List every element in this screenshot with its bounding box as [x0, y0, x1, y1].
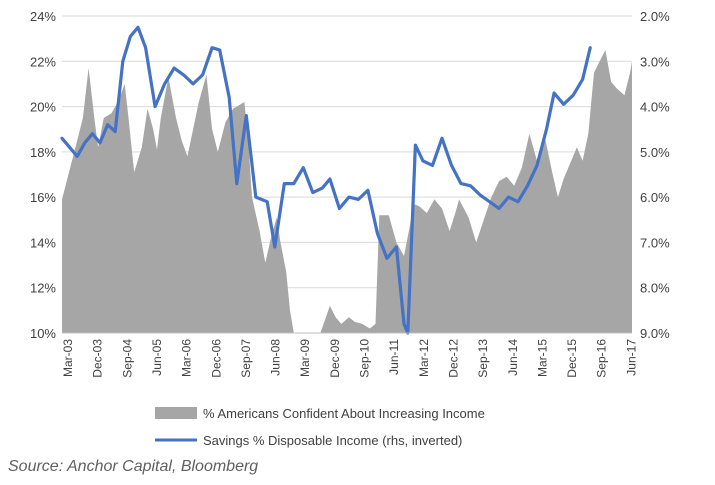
x-tick-label: Jun-08: [269, 339, 283, 376]
y-right-tick-label: 7.0%: [640, 235, 670, 250]
area-series: [62, 50, 632, 333]
x-tick-label: Sep-10: [358, 339, 372, 378]
y-left-tick-label: 14%: [30, 235, 56, 250]
y-right-tick-label: 8.0%: [640, 281, 670, 296]
x-tick-label: Sep-04: [120, 339, 134, 378]
y-left-tick-label: 24%: [30, 9, 56, 24]
line-savings-rate: [60, 25, 592, 335]
x-tick-label: Jun-11: [387, 339, 401, 375]
source-note: Source: Anchor Capital, Bloomberg: [8, 458, 259, 475]
x-tick-label: Jun-17: [624, 339, 638, 376]
y-left-tick-label: 20%: [30, 100, 56, 115]
x-tick-label: Sep-07: [239, 339, 253, 378]
x-tick-label: Dec-09: [328, 339, 342, 378]
x-tick-label: Dec-06: [209, 339, 223, 378]
y-right-tick-label: 3.0%: [640, 54, 670, 69]
x-tick-label: Sep-16: [595, 339, 609, 378]
y-left-tick-label: 12%: [30, 281, 56, 296]
y-right-tick-label: 5.0%: [640, 145, 670, 160]
x-tick-label: Mar-15: [535, 339, 549, 377]
x-tick-label: Dec-12: [446, 339, 460, 378]
y-right-tick-label: 9.0%: [640, 326, 670, 341]
x-tick-label: Mar-06: [180, 339, 194, 377]
legend-label-area: % Americans Confident About Increasing I…: [203, 406, 485, 421]
x-tick-label: Jun-05: [150, 339, 164, 376]
area-confident-income: [62, 50, 632, 333]
x-tick-label: Dec-03: [91, 339, 105, 378]
y-right-tick-label: 6.0%: [640, 190, 670, 205]
y-left-tick-label: 18%: [30, 145, 56, 160]
y-left-tick-label: 16%: [30, 190, 56, 205]
x-tick-label: Mar-03: [61, 339, 75, 377]
y-right-tick-label: 4.0%: [640, 100, 670, 115]
x-tick-label: Mar-09: [298, 339, 312, 377]
y-right-tick-label: 2.0%: [640, 9, 670, 24]
x-tick-label: Mar-12: [417, 339, 431, 377]
x-tick-label: Dec-15: [565, 339, 579, 378]
line-series: [60, 25, 592, 335]
y-left-tick-label: 10%: [30, 326, 56, 341]
legend: % Americans Confident About Increasing I…: [155, 406, 485, 448]
y-left-tick-label: 22%: [30, 54, 56, 69]
legend-label-line: Savings % Disposable Income (rhs, invert…: [203, 433, 462, 448]
axes: 10% 12% 14% 16% 18% 20% 22% 24% 2.0% 3.0% 4.0% 5.0%…: [30, 9, 670, 378]
x-tick-label: Jun-14: [506, 339, 520, 376]
legend-swatch-area: [155, 407, 197, 419]
x-tick-label: Sep-13: [476, 339, 490, 378]
